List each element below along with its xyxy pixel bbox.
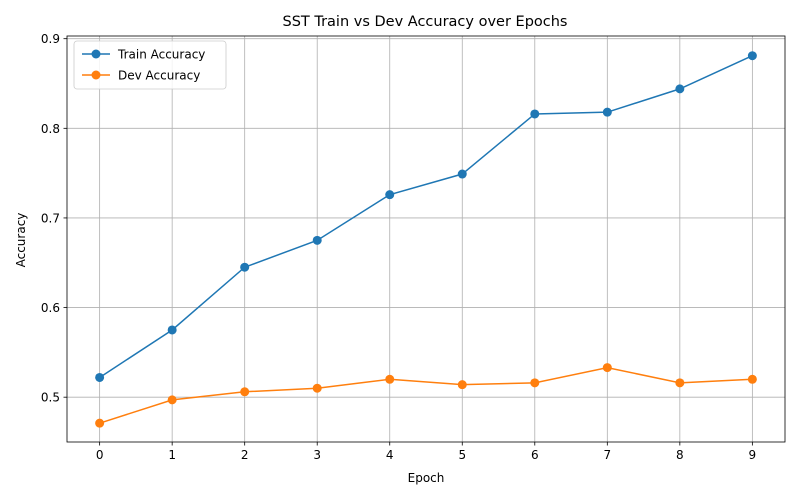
data-point: [747, 51, 757, 61]
data-point: [457, 380, 467, 390]
plot-frame: [66, 35, 786, 443]
y-tick-label: 0.7: [41, 211, 60, 225]
x-tick-label: 2: [241, 448, 249, 462]
grid: [67, 36, 785, 442]
data-point: [675, 378, 685, 388]
legend-marker: [91, 70, 101, 80]
x-tick-label: 3: [313, 448, 321, 462]
data-point: [312, 383, 322, 393]
data-point: [385, 374, 395, 384]
x-tick-label: 6: [531, 448, 539, 462]
data-point: [675, 84, 685, 94]
data-point: [385, 190, 395, 200]
data-point: [240, 262, 250, 272]
data-point: [530, 378, 540, 388]
x-axis-ticks: 0 1 2 3 4 5 6 7 8 9: [96, 442, 756, 462]
x-axis-label: Epoch: [408, 471, 445, 485]
y-axis-label: Accuracy: [14, 213, 28, 268]
data-point: [312, 235, 322, 245]
data-point: [167, 395, 177, 405]
legend-marker: [91, 49, 101, 59]
data-point: [457, 169, 467, 179]
series-train-accuracy: [95, 51, 757, 382]
data-point: [95, 372, 105, 382]
data-point: [747, 374, 757, 384]
x-tick-label: 8: [676, 448, 684, 462]
chart-title: SST Train vs Dev Accuracy over Epochs: [282, 14, 567, 30]
data-point: [602, 363, 612, 373]
series-dev-accuracy: [95, 363, 757, 428]
legend-label: Train Accuracy: [117, 48, 205, 62]
y-tick-label: 0.5: [41, 391, 60, 405]
x-tick-label: 5: [458, 448, 466, 462]
legend-box: [73, 40, 227, 90]
data-point: [240, 387, 250, 397]
y-tick-label: 0.6: [41, 301, 60, 315]
series-layer: [95, 51, 757, 428]
x-tick-label: 7: [603, 448, 611, 462]
legend-item: Dev Accuracy: [82, 69, 200, 83]
series-line: [99, 366, 753, 424]
data-point: [602, 107, 612, 117]
series-line: [99, 55, 753, 379]
data-point: [167, 325, 177, 335]
x-tick-label: 1: [168, 448, 176, 462]
x-tick-label: 9: [749, 448, 757, 462]
data-point: [530, 109, 540, 119]
legend: Train Accuracy Dev Accuracy: [73, 40, 227, 90]
y-tick-label: 0.8: [41, 122, 60, 136]
x-tick-label: 4: [386, 448, 394, 462]
legend-label: Dev Accuracy: [118, 69, 200, 83]
legend-item: Train Accuracy: [82, 48, 205, 62]
y-tick-label: 0.9: [41, 32, 60, 46]
y-axis-ticks: 0.5 0.6 0.7 0.8 0.9: [41, 32, 67, 405]
data-point: [95, 418, 105, 428]
x-tick-label: 0: [96, 448, 104, 462]
